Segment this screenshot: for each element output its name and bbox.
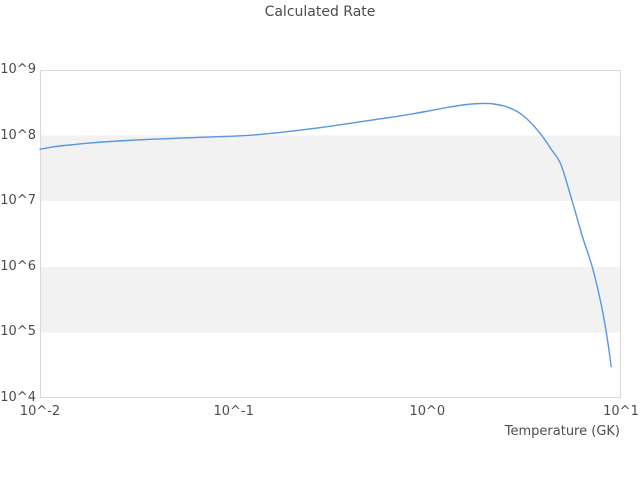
x-axis-title: Temperature (GK): [504, 424, 620, 439]
grid-band: [40, 135, 621, 202]
grid-band: [40, 266, 621, 333]
chart-title: Calculated Rate: [264, 4, 376, 20]
rate-curve: [39, 102, 612, 368]
y-tick-label: 10^7: [0, 193, 36, 209]
x-tick-label: 10^-2: [19, 404, 61, 419]
y-tick-label: 10^6: [0, 258, 36, 274]
y-tick-label: 10^4: [0, 390, 36, 405]
y-tick-label: 10^9: [0, 62, 36, 77]
x-tick-label: 10^0: [409, 404, 446, 419]
y-tick-label: 10^5: [0, 324, 36, 340]
x-tick-label: 10^1: [603, 404, 639, 419]
y-tick-label: 10^8: [0, 127, 36, 143]
panel-border: [40, 70, 621, 398]
x-tick-label: 10^-1: [213, 404, 254, 419]
